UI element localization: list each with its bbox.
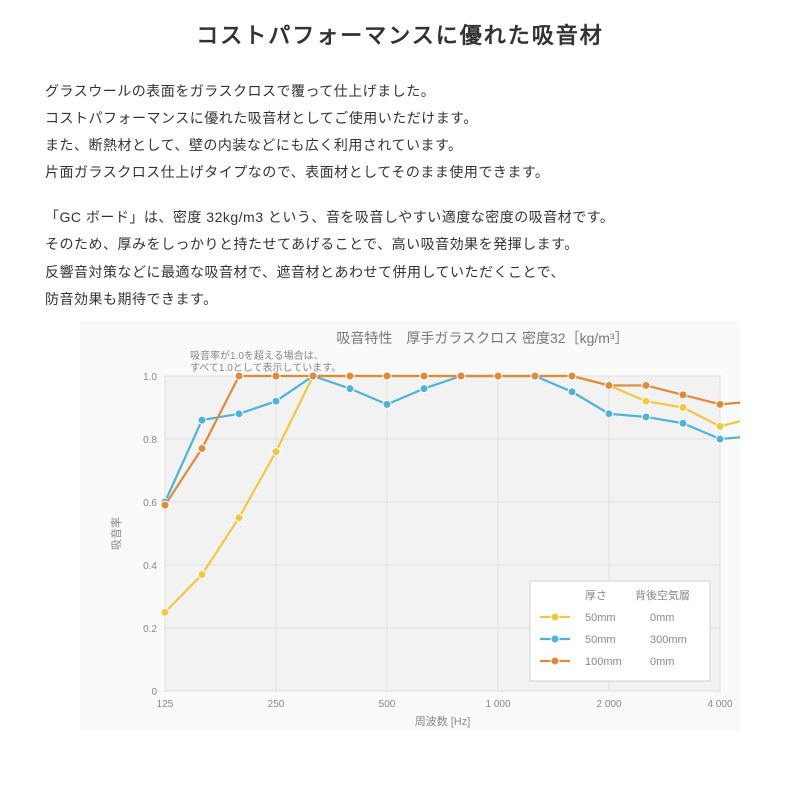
- p1-l1: グラスウールの表面をガラスクロスで覆って仕上げました。: [45, 80, 755, 103]
- svg-text:100mm: 100mm: [585, 656, 622, 668]
- absorption-chart: 吸音特性 厚手ガラスクロス 密度32［kg/m³］ 吸音率が1.0を超える場合は、…: [80, 321, 755, 731]
- p1-l4: 片面ガラスクロス仕上げタイプなので、表面材としてそのまま使用できます。: [45, 161, 755, 184]
- p2-l1: 「GC ボード」は、密度 32kg/m3 という、音を吸音しやすい適度な密度の吸…: [45, 206, 755, 229]
- svg-text:0mm: 0mm: [650, 612, 674, 624]
- svg-text:吸音率: 吸音率: [109, 517, 123, 550]
- p1-l2: コストパフォーマンスに優れた吸音材としてご使用いただけます。: [45, 107, 755, 130]
- p1-l3: また、断熱材として、壁の内装などにも広く利用されています。: [45, 134, 755, 157]
- svg-text:50mm: 50mm: [585, 634, 616, 646]
- svg-text:2 000: 2 000: [596, 699, 621, 710]
- svg-text:4 000: 4 000: [707, 699, 732, 710]
- svg-text:0.6: 0.6: [143, 498, 157, 509]
- svg-text:50mm: 50mm: [585, 612, 616, 624]
- chart-svg: 吸音特性 厚手ガラスクロス 密度32［kg/m³］ 吸音率が1.0を超える場合は、…: [80, 321, 740, 731]
- svg-text:背後空気層: 背後空気層: [635, 588, 690, 602]
- svg-text:周波数 [Hz]: 周波数 [Hz]: [415, 715, 471, 728]
- svg-text:吸音特性 厚手ガラスクロス 密度32［kg/m³］: 吸音特性 厚手ガラスクロス 密度32［kg/m³］: [336, 330, 628, 346]
- svg-text:1.0: 1.0: [143, 372, 157, 383]
- svg-text:厚さ: 厚さ: [585, 589, 607, 602]
- svg-text:吸音率が1.0を超える場合は、: 吸音率が1.0を超える場合は、: [190, 349, 324, 362]
- intro-paragraph-1: グラスウールの表面をガラスクロスで覆って仕上げました。 コストパフォーマンスに優…: [45, 80, 755, 311]
- p2-l3: 反響音対策などに最適な吸音材で、遮音材とあわせて併用していただくことで、: [45, 261, 755, 284]
- svg-text:125: 125: [157, 699, 174, 710]
- svg-text:0mm: 0mm: [650, 656, 674, 668]
- svg-text:300mm: 300mm: [650, 634, 687, 646]
- svg-text:0.4: 0.4: [143, 561, 157, 572]
- svg-text:すべて1.0として表示しています。: すべて1.0として表示しています。: [190, 361, 341, 374]
- svg-text:1 000: 1 000: [485, 699, 510, 710]
- p2-l2: そのため、厚みをしっかりと持たせてあげることで、高い吸音効果を発揮します。: [45, 233, 755, 256]
- svg-text:250: 250: [268, 699, 285, 710]
- svg-text:0: 0: [151, 687, 157, 698]
- svg-text:0.2: 0.2: [143, 624, 157, 635]
- svg-text:500: 500: [379, 699, 396, 710]
- svg-text:0.8: 0.8: [143, 435, 157, 446]
- p2-l4: 防音効果も期待できます。: [45, 288, 755, 311]
- page-title: コストパフォーマンスに優れた吸音材: [190, 18, 610, 52]
